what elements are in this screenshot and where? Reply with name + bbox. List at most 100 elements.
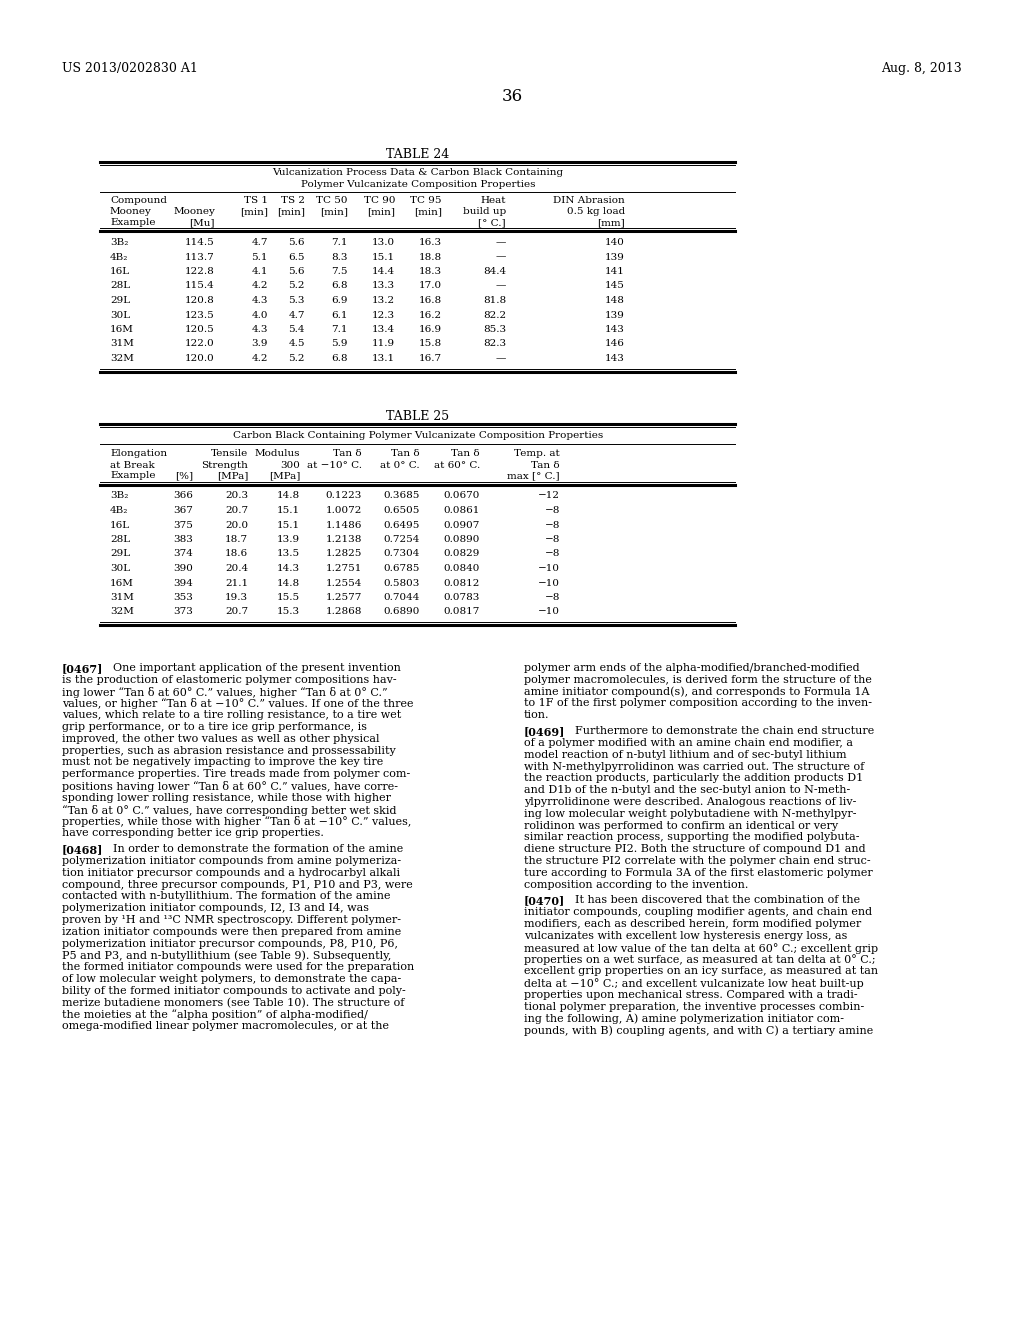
Text: 3B₂: 3B₂ <box>110 238 128 247</box>
Text: TS 1: TS 1 <box>244 195 268 205</box>
Text: polymerization initiator precursor compounds, P8, P10, P6,: polymerization initiator precursor compo… <box>62 939 398 949</box>
Text: —: — <box>496 354 506 363</box>
Text: 4.2: 4.2 <box>252 354 268 363</box>
Text: 18.6: 18.6 <box>225 549 248 558</box>
Text: 12.3: 12.3 <box>372 310 395 319</box>
Text: 5.2: 5.2 <box>289 281 305 290</box>
Text: measured at low value of the tan delta at 60° C.; excellent grip: measured at low value of the tan delta a… <box>524 942 879 953</box>
Text: 31M: 31M <box>110 593 134 602</box>
Text: Strength: Strength <box>201 461 248 470</box>
Text: [MPa]: [MPa] <box>268 471 300 480</box>
Text: 13.9: 13.9 <box>276 535 300 544</box>
Text: [min]: [min] <box>367 207 395 216</box>
Text: —: — <box>496 238 506 247</box>
Text: the reaction products, particularly the addition products D1: the reaction products, particularly the … <box>524 774 863 783</box>
Text: must not be negatively impacting to improve the key tire: must not be negatively impacting to impr… <box>62 758 383 767</box>
Text: and D1b of the n-butyl and the sec-butyl anion to N-meth-: and D1b of the n-butyl and the sec-butyl… <box>524 785 850 795</box>
Text: at −10° C.: at −10° C. <box>307 461 362 470</box>
Text: 20.3: 20.3 <box>225 491 248 500</box>
Text: the structure PI2 correlate with the polymer chain end struc-: the structure PI2 correlate with the pol… <box>524 855 870 866</box>
Text: to 1F of the first polymer composition according to the inven-: to 1F of the first polymer composition a… <box>524 698 872 709</box>
Text: Tan δ: Tan δ <box>391 450 420 458</box>
Text: 11.9: 11.9 <box>372 339 395 348</box>
Text: 5.6: 5.6 <box>289 238 305 247</box>
Text: 4B₂: 4B₂ <box>110 252 128 261</box>
Text: “Tan δ at 0° C.” values, have corresponding better wet skid: “Tan δ at 0° C.” values, have correspond… <box>62 805 396 816</box>
Text: 16.9: 16.9 <box>419 325 442 334</box>
Text: 13.2: 13.2 <box>372 296 395 305</box>
Text: tion.: tion. <box>524 710 550 721</box>
Text: with N-methylpyrrolidinon was carried out. The structure of: with N-methylpyrrolidinon was carried ou… <box>524 762 864 771</box>
Text: pounds, with B) coupling agents, and with C) a tertiary amine: pounds, with B) coupling agents, and wit… <box>524 1026 873 1036</box>
Text: 375: 375 <box>173 520 193 529</box>
Text: 82.2: 82.2 <box>483 310 506 319</box>
Text: properties on a wet surface, as measured at tan delta at 0° C.;: properties on a wet surface, as measured… <box>524 954 876 965</box>
Text: 16M: 16M <box>110 325 134 334</box>
Text: 36: 36 <box>502 88 522 106</box>
Text: Tan δ: Tan δ <box>334 450 362 458</box>
Text: proven by ¹H and ¹³C NMR spectroscopy. Different polymer-: proven by ¹H and ¹³C NMR spectroscopy. D… <box>62 915 401 925</box>
Text: diene structure PI2. Both the structure of compound D1 and: diene structure PI2. Both the structure … <box>524 843 865 854</box>
Text: 0.5 kg load: 0.5 kg load <box>566 207 625 216</box>
Text: 6.9: 6.9 <box>332 296 348 305</box>
Text: US 2013/0202830 A1: US 2013/0202830 A1 <box>62 62 198 75</box>
Text: values, which relate to a tire rolling resistance, to a tire wet: values, which relate to a tire rolling r… <box>62 710 401 721</box>
Text: 5.3: 5.3 <box>289 296 305 305</box>
Text: 113.7: 113.7 <box>185 252 215 261</box>
Text: 122.0: 122.0 <box>185 339 215 348</box>
Text: 82.3: 82.3 <box>483 339 506 348</box>
Text: performance properties. Tire treads made from polymer com-: performance properties. Tire treads made… <box>62 770 411 779</box>
Text: 30L: 30L <box>110 310 130 319</box>
Text: 4.5: 4.5 <box>289 339 305 348</box>
Text: 0.7304: 0.7304 <box>384 549 420 558</box>
Text: at Break: at Break <box>110 461 155 470</box>
Text: initiator compounds, coupling modifier agents, and chain end: initiator compounds, coupling modifier a… <box>524 907 872 917</box>
Text: the formed initiator compounds were used for the preparation: the formed initiator compounds were used… <box>62 962 415 972</box>
Text: 3.9: 3.9 <box>252 339 268 348</box>
Text: 0.3685: 0.3685 <box>384 491 420 500</box>
Text: 120.0: 120.0 <box>185 354 215 363</box>
Text: TS 2: TS 2 <box>281 195 305 205</box>
Text: 16L: 16L <box>110 267 130 276</box>
Text: bility of the formed initiator compounds to activate and poly-: bility of the formed initiator compounds… <box>62 986 406 995</box>
Text: 15.1: 15.1 <box>276 506 300 515</box>
Text: Carbon Black Containing Polymer Vulcanizate Composition Properties: Carbon Black Containing Polymer Vulcaniz… <box>232 430 603 440</box>
Text: 0.0840: 0.0840 <box>443 564 480 573</box>
Text: contacted with n-butyllithium. The formation of the amine: contacted with n-butyllithium. The forma… <box>62 891 390 902</box>
Text: at 0° C.: at 0° C. <box>380 461 420 470</box>
Text: of low molecular weight polymers, to demonstrate the capa-: of low molecular weight polymers, to dem… <box>62 974 401 983</box>
Text: TABLE 24: TABLE 24 <box>386 148 450 161</box>
Text: at 60° C.: at 60° C. <box>434 461 480 470</box>
Text: delta at −10° C.; and excellent vulcanizate low heat built-up: delta at −10° C.; and excellent vulcaniz… <box>524 978 864 989</box>
Text: Heat: Heat <box>480 195 506 205</box>
Text: 18.7: 18.7 <box>225 535 248 544</box>
Text: 32M: 32M <box>110 354 134 363</box>
Text: 120.5: 120.5 <box>185 325 215 334</box>
Text: 6.8: 6.8 <box>332 354 348 363</box>
Text: 114.5: 114.5 <box>185 238 215 247</box>
Text: 390: 390 <box>173 564 193 573</box>
Text: 120.8: 120.8 <box>185 296 215 305</box>
Text: 13.3: 13.3 <box>372 281 395 290</box>
Text: grip performance, or to a tire ice grip performance, is: grip performance, or to a tire ice grip … <box>62 722 367 733</box>
Text: —: — <box>496 281 506 290</box>
Text: −8: −8 <box>545 535 560 544</box>
Text: modifiers, each as described herein, form modified polymer: modifiers, each as described herein, for… <box>524 919 861 929</box>
Text: 5.6: 5.6 <box>289 267 305 276</box>
Text: build up: build up <box>463 207 506 216</box>
Text: Tensile: Tensile <box>211 450 248 458</box>
Text: Example: Example <box>110 471 156 480</box>
Text: composition according to the invention.: composition according to the invention. <box>524 879 749 890</box>
Text: 115.4: 115.4 <box>185 281 215 290</box>
Text: Tan δ: Tan δ <box>452 450 480 458</box>
Text: [min]: [min] <box>240 207 268 216</box>
Text: 4.7: 4.7 <box>289 310 305 319</box>
Text: 14.8: 14.8 <box>276 578 300 587</box>
Text: 18.8: 18.8 <box>419 252 442 261</box>
Text: 0.6785: 0.6785 <box>384 564 420 573</box>
Text: −8: −8 <box>545 593 560 602</box>
Text: 0.5803: 0.5803 <box>384 578 420 587</box>
Text: 16.7: 16.7 <box>419 354 442 363</box>
Text: 20.7: 20.7 <box>225 607 248 616</box>
Text: 30L: 30L <box>110 564 130 573</box>
